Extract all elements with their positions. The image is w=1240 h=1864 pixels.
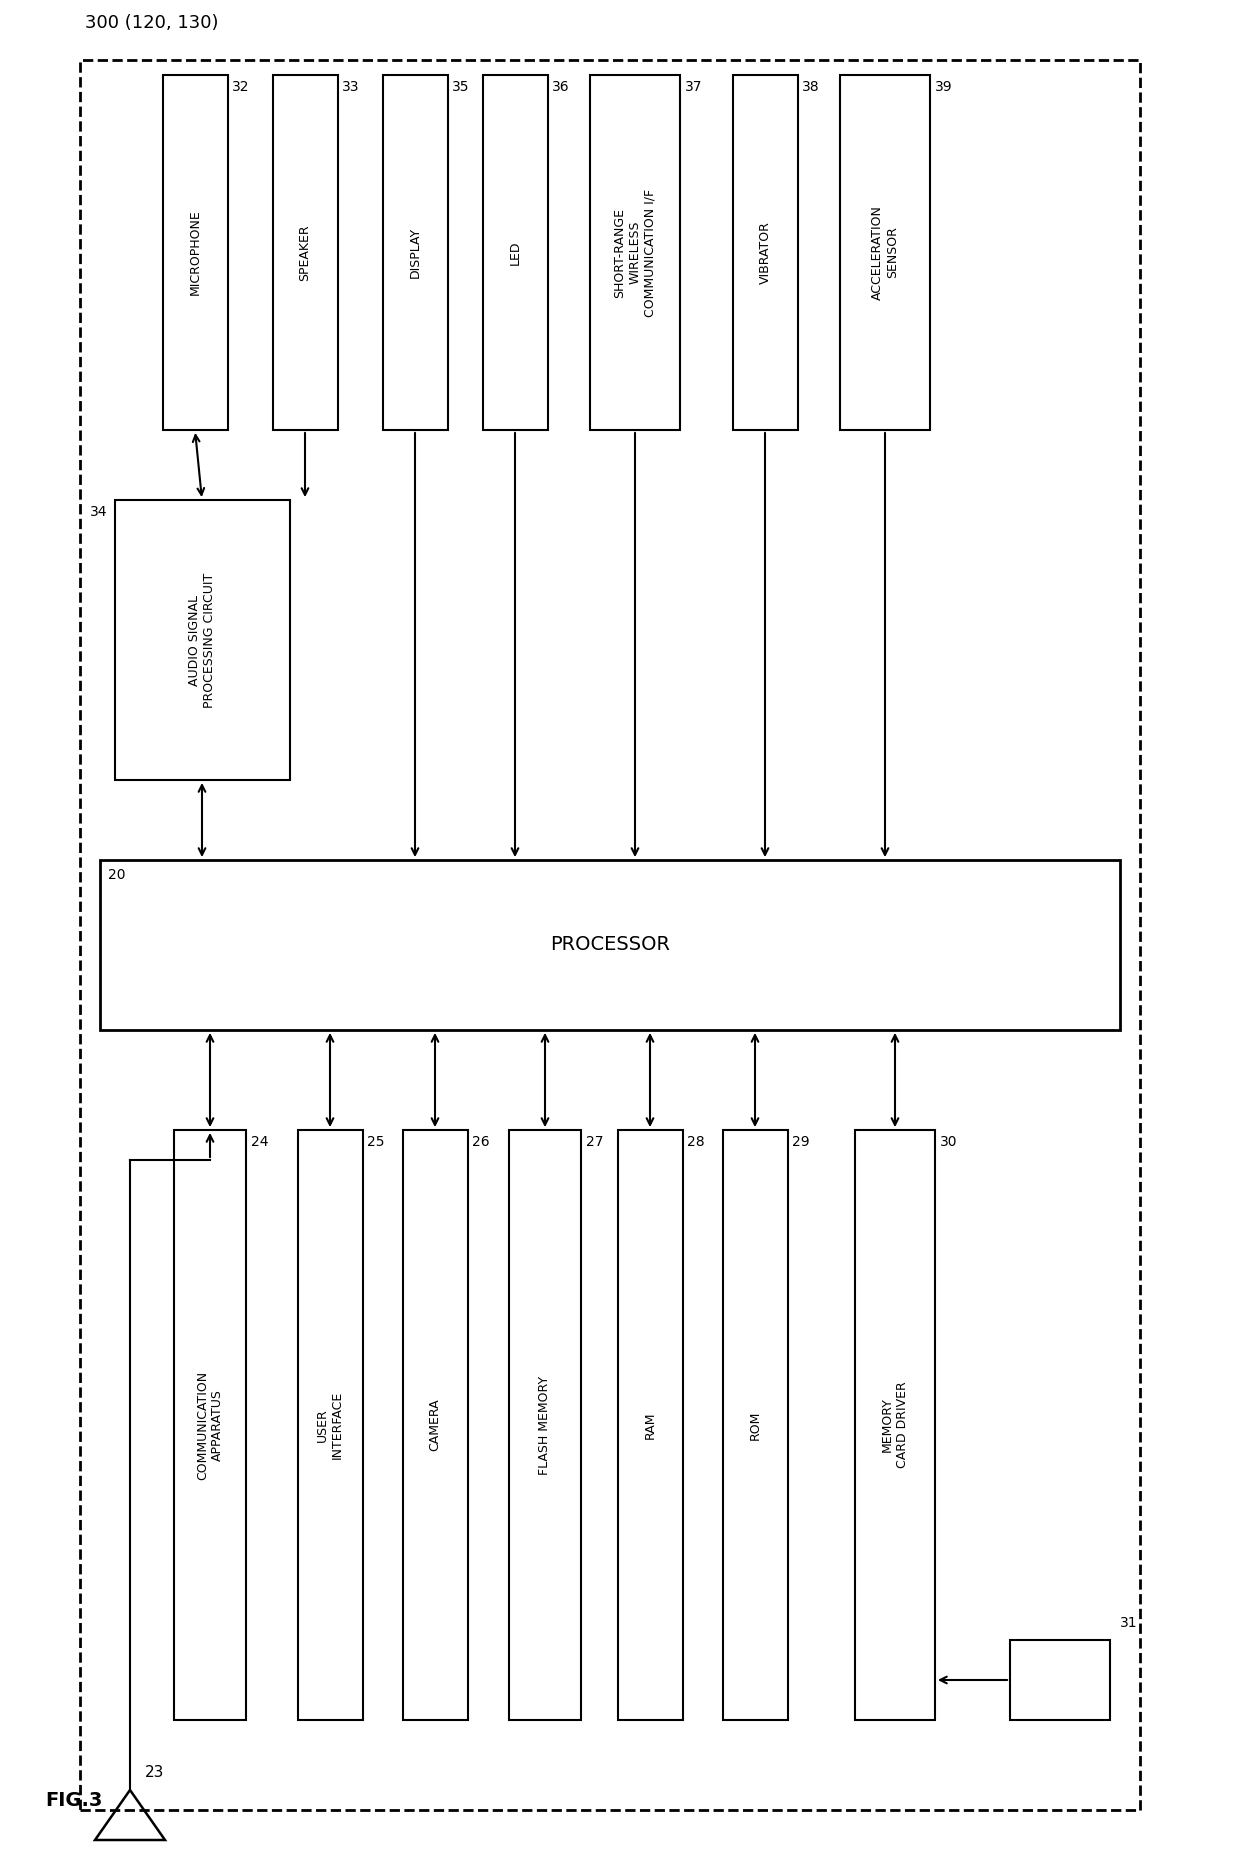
- Bar: [162, 75, 228, 431]
- Bar: [508, 1130, 582, 1720]
- Text: 20: 20: [108, 869, 125, 882]
- Text: FLASH MEMORY: FLASH MEMORY: [538, 1376, 552, 1474]
- Bar: [298, 1130, 363, 1720]
- Text: 23: 23: [145, 1765, 165, 1780]
- Text: MICROPHONE: MICROPHONE: [188, 209, 201, 295]
- Text: 25: 25: [367, 1135, 384, 1148]
- Text: ROM: ROM: [749, 1411, 761, 1439]
- Bar: [618, 1130, 683, 1720]
- Text: USER
INTERFACE: USER INTERFACE: [316, 1391, 343, 1460]
- Text: 37: 37: [684, 80, 703, 93]
- Bar: [100, 859, 1120, 1031]
- Text: 24: 24: [250, 1135, 269, 1148]
- Text: 35: 35: [453, 80, 470, 93]
- Bar: [590, 75, 680, 431]
- Text: 29: 29: [792, 1135, 810, 1148]
- Text: CAMERA: CAMERA: [429, 1398, 441, 1452]
- Text: 300 (120, 130): 300 (120, 130): [86, 15, 218, 32]
- Bar: [733, 75, 799, 431]
- Bar: [383, 75, 448, 431]
- Text: DISPLAY: DISPLAY: [408, 227, 422, 278]
- Bar: [723, 1130, 787, 1720]
- Bar: [839, 75, 930, 431]
- Text: 36: 36: [552, 80, 569, 93]
- Text: 28: 28: [687, 1135, 704, 1148]
- Text: 26: 26: [472, 1135, 490, 1148]
- Text: 33: 33: [342, 80, 360, 93]
- Bar: [81, 60, 1140, 1810]
- Text: RAM: RAM: [644, 1411, 656, 1439]
- Text: LED: LED: [508, 240, 522, 265]
- Text: COMMUNICATION
APPARATUS: COMMUNICATION APPARATUS: [196, 1370, 224, 1480]
- Text: 31: 31: [1120, 1616, 1137, 1629]
- Text: 39: 39: [935, 80, 952, 93]
- Text: SPEAKER: SPEAKER: [299, 224, 311, 281]
- Text: AUDIO SIGNAL
PROCESSING CIRCUIT: AUDIO SIGNAL PROCESSING CIRCUIT: [188, 572, 216, 708]
- Text: ACCELERATION
SENSOR: ACCELERATION SENSOR: [870, 205, 899, 300]
- Text: 27: 27: [587, 1135, 604, 1148]
- Text: 38: 38: [802, 80, 820, 93]
- Text: SHORT-RANGE
WIRELESS
COMMUNICATION I/F: SHORT-RANGE WIRELESS COMMUNICATION I/F: [614, 188, 656, 317]
- Text: MEMORY
CARD DRIVER: MEMORY CARD DRIVER: [880, 1381, 909, 1469]
- Bar: [115, 500, 290, 779]
- Bar: [403, 1130, 467, 1720]
- Text: 34: 34: [89, 505, 107, 518]
- Bar: [856, 1130, 935, 1720]
- Text: PROCESSOR: PROCESSOR: [551, 936, 670, 954]
- Bar: [1011, 1640, 1110, 1720]
- Bar: [484, 75, 548, 431]
- Text: FIG.3: FIG.3: [45, 1791, 103, 1810]
- Bar: [273, 75, 339, 431]
- Text: VIBRATOR: VIBRATOR: [759, 222, 771, 283]
- Bar: [174, 1130, 246, 1720]
- Text: 30: 30: [940, 1135, 957, 1148]
- Text: 32: 32: [232, 80, 249, 93]
